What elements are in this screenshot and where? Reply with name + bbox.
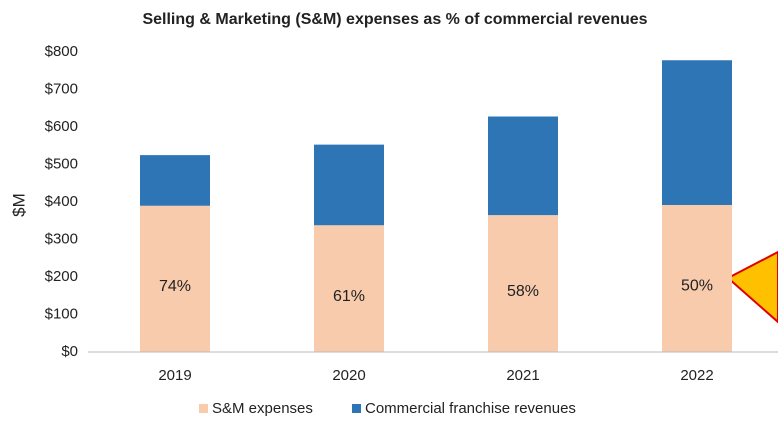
- share-label: 58%: [507, 283, 539, 300]
- y-tick-label: $700: [45, 80, 78, 97]
- y-tick-label: $400: [45, 193, 78, 210]
- bar-segment: [314, 225, 384, 352]
- legend-swatch: [352, 404, 361, 413]
- share-label: 74%: [159, 278, 191, 295]
- bar-segment: [488, 215, 558, 352]
- share-label: 61%: [333, 288, 365, 305]
- callout-arrow: [726, 250, 778, 324]
- y-axis-label: $M: [9, 193, 28, 217]
- y-tick-label: $800: [45, 43, 78, 60]
- chart-title: Selling & Marketing (S&M) expenses as % …: [142, 11, 647, 28]
- bar-segment: [140, 205, 210, 352]
- legend-label: Commercial franchise revenues: [365, 400, 576, 417]
- share-label: 50%: [681, 278, 713, 295]
- legend-swatch: [199, 404, 208, 413]
- y-tick-label: $500: [45, 155, 78, 172]
- bar-segment: [140, 155, 210, 206]
- bar-segment: [488, 116, 558, 216]
- bar-segment: [662, 60, 732, 205]
- y-tick-label: $600: [45, 118, 78, 135]
- bar-segment: [662, 205, 732, 352]
- x-tick-label: 2021: [506, 367, 539, 384]
- x-tick-label: 2022: [680, 367, 713, 384]
- x-tick-label: 2020: [332, 367, 365, 384]
- y-tick-label: $0: [61, 343, 78, 360]
- y-tick-label: $300: [45, 230, 78, 247]
- y-tick-label: $100: [45, 305, 78, 322]
- x-tick-label: 2019: [158, 367, 191, 384]
- y-tick-label: $200: [45, 268, 78, 285]
- legend-label: S&M expenses: [212, 400, 313, 417]
- bar-segment: [314, 144, 384, 226]
